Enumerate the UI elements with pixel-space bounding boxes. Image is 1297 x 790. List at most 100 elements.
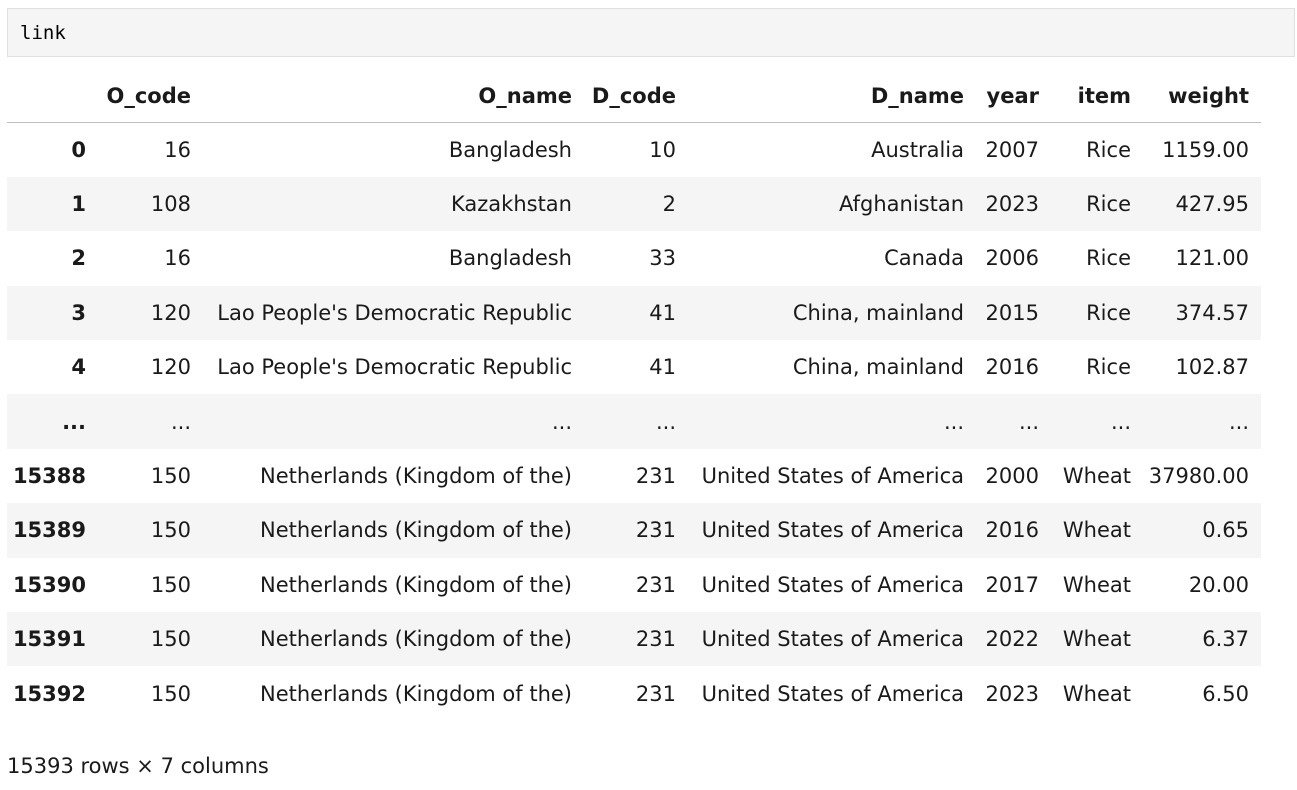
table-row: 2 16 Bangladesh 33 Canada 2006 Rice 121.00 bbox=[7, 231, 1261, 286]
cell-item: Rice bbox=[1086, 137, 1131, 162]
cell-weight: 427.95 bbox=[1175, 192, 1249, 217]
cell-o-code: ... bbox=[170, 409, 191, 434]
column-header-year: year bbox=[976, 70, 1051, 123]
cell-weight: ... bbox=[1228, 409, 1249, 434]
code-text: link bbox=[20, 22, 66, 44]
cell-d-name: China, mainland bbox=[792, 355, 964, 380]
cell-year: 2016 bbox=[985, 355, 1039, 380]
row-index: 15389 bbox=[12, 518, 86, 543]
cell-d-name: United States of America bbox=[701, 518, 964, 543]
cell-d-code: ... bbox=[655, 409, 676, 434]
cell-o-code: 150 bbox=[150, 464, 191, 489]
table-row: 15392 150 Netherlands (Kingdom of the) 231 U… bbox=[7, 666, 1261, 721]
cell-d-name: United States of America bbox=[701, 572, 964, 597]
cell-d-code: 231 bbox=[635, 518, 676, 543]
table-row: ........................ bbox=[7, 394, 1261, 449]
cell-year: 2015 bbox=[985, 300, 1039, 325]
cell-o-code: 16 bbox=[164, 137, 191, 162]
table-row: 15391 150 Netherlands (Kingdom of the) 231 U… bbox=[7, 612, 1261, 667]
cell-item: Wheat bbox=[1062, 572, 1131, 597]
cell-d-code: 2 bbox=[662, 192, 676, 217]
cell-d-code: 231 bbox=[635, 681, 676, 706]
cell-d-code: 231 bbox=[635, 572, 676, 597]
cell-item: Wheat bbox=[1062, 518, 1131, 543]
cell-o-code: 150 bbox=[150, 518, 191, 543]
cell-d-name: China, mainland bbox=[792, 300, 964, 325]
cell-d-code: 231 bbox=[635, 464, 676, 489]
cell-o-name: Netherlands (Kingdom of the) bbox=[259, 681, 572, 706]
table-row: 4 120 Lao People's Democratic Republic 41 Ch… bbox=[7, 340, 1261, 395]
cell-o-name: Kazakhstan bbox=[451, 192, 572, 217]
cell-o-name: Bangladesh bbox=[448, 246, 572, 271]
column-header-o-name: O_name bbox=[203, 70, 584, 123]
index-header bbox=[7, 70, 98, 123]
cell-weight: 6.37 bbox=[1202, 627, 1249, 652]
cell-item: ... bbox=[1110, 409, 1131, 434]
cell-d-code: 33 bbox=[649, 246, 676, 271]
table-row: 15389 150 Netherlands (Kingdom of the) 231 U… bbox=[7, 503, 1261, 558]
cell-weight: 1159.00 bbox=[1162, 137, 1249, 162]
cell-item: Rice bbox=[1086, 246, 1131, 271]
table-row: 15390 150 Netherlands (Kingdom of the) 231 U… bbox=[7, 557, 1261, 613]
cell-year: 2022 bbox=[985, 627, 1039, 652]
cell-item: Wheat bbox=[1062, 464, 1131, 489]
cell-o-name: Netherlands (Kingdom of the) bbox=[259, 627, 572, 652]
code-cell[interactable]: link bbox=[7, 8, 1295, 57]
cell-weight: 374.57 bbox=[1175, 300, 1249, 325]
cell-item: Rice bbox=[1086, 300, 1131, 325]
cell-year: 2017 bbox=[985, 572, 1039, 597]
cell-o-code: 150 bbox=[150, 681, 191, 706]
row-index: 4 bbox=[71, 355, 86, 380]
dataframe-table: O_code O_name D_code D_name year item we… bbox=[7, 70, 1261, 721]
cell-year: 2007 bbox=[985, 137, 1039, 162]
cell-o-code: 108 bbox=[150, 192, 191, 217]
cell-item: Rice bbox=[1086, 355, 1131, 380]
table-row: 1 108 Kazakhstan 2 Afghanistan 2023 Rice 427.95 bbox=[7, 176, 1261, 232]
cell-d-code: 41 bbox=[649, 355, 676, 380]
table-row: 0 16 Bangladesh 10 Australia 2007 Rice 1159.00 bbox=[7, 122, 1261, 177]
cell-o-name: Netherlands (Kingdom of the) bbox=[259, 572, 572, 597]
cell-d-name: Afghanistan bbox=[838, 192, 964, 217]
column-header-item: item bbox=[1051, 70, 1143, 123]
row-index: 15391 bbox=[12, 627, 86, 652]
cell-year: 2016 bbox=[985, 518, 1039, 543]
cell-d-name: ... bbox=[943, 409, 964, 434]
cell-o-name: Netherlands (Kingdom of the) bbox=[259, 518, 572, 543]
row-index: 15392 bbox=[12, 681, 86, 706]
row-index: 15388 bbox=[12, 464, 86, 489]
column-header-o-code: O_code bbox=[98, 70, 203, 123]
table-summary: 15393 rows × 7 columns bbox=[7, 754, 269, 778]
cell-o-name: Lao People's Democratic Republic bbox=[217, 300, 572, 325]
cell-o-code: 150 bbox=[150, 572, 191, 597]
cell-weight: 121.00 bbox=[1175, 246, 1249, 271]
cell-item: Rice bbox=[1086, 192, 1131, 217]
table-row: 15388 150 Netherlands (Kingdom of the) 231 U… bbox=[7, 448, 1261, 504]
cell-weight: 102.87 bbox=[1175, 355, 1249, 380]
cell-year: 2023 bbox=[985, 681, 1039, 706]
cell-o-name: ... bbox=[551, 409, 572, 434]
cell-o-code: 120 bbox=[150, 300, 191, 325]
cell-o-name: Bangladesh bbox=[448, 137, 572, 162]
cell-d-name: Canada bbox=[884, 246, 964, 271]
column-header-weight: weight bbox=[1143, 70, 1261, 123]
cell-item: Wheat bbox=[1062, 681, 1131, 706]
cell-item: Wheat bbox=[1062, 627, 1131, 652]
cell-year: 2023 bbox=[985, 192, 1039, 217]
cell-o-code: 150 bbox=[150, 627, 191, 652]
cell-weight: 0.65 bbox=[1202, 518, 1249, 543]
row-index: 3 bbox=[71, 300, 86, 325]
cell-o-code: 120 bbox=[150, 355, 191, 380]
column-header-d-code: D_code bbox=[584, 70, 688, 123]
cell-weight: 20.00 bbox=[1188, 572, 1249, 597]
cell-o-code: 16 bbox=[164, 246, 191, 271]
row-index: 15390 bbox=[12, 572, 86, 597]
cell-d-code: 231 bbox=[635, 627, 676, 652]
row-index: ... bbox=[62, 409, 86, 434]
cell-d-name: United States of America bbox=[701, 627, 964, 652]
cell-d-code: 10 bbox=[649, 137, 676, 162]
cell-d-name: United States of America bbox=[701, 681, 964, 706]
cell-d-name: Australia bbox=[871, 137, 964, 162]
table-row: 3 120 Lao People's Democratic Republic 41 Ch… bbox=[7, 285, 1261, 341]
cell-o-name: Netherlands (Kingdom of the) bbox=[259, 464, 572, 489]
cell-year: ... bbox=[1018, 409, 1039, 434]
